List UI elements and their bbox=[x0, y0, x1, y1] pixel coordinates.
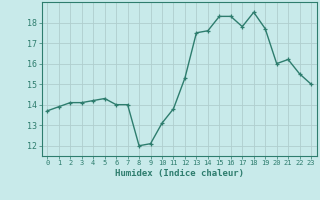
X-axis label: Humidex (Indice chaleur): Humidex (Indice chaleur) bbox=[115, 169, 244, 178]
